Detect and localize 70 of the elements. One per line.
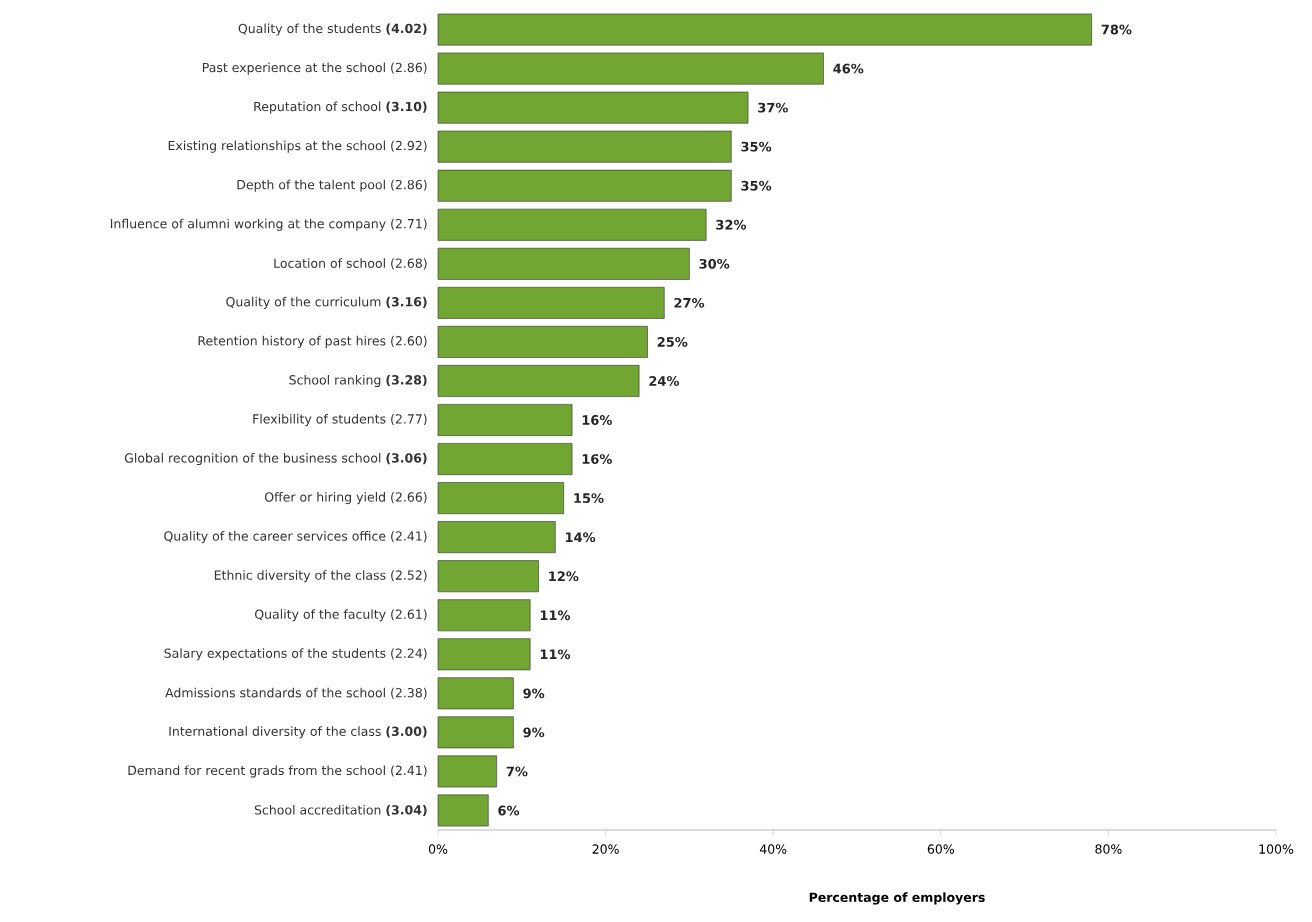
x-tick-label: 40%	[759, 844, 787, 854]
y-tick-label: Quality of the career services office (2.41)	[164, 531, 427, 544]
bar	[437, 326, 648, 358]
data-label: 78%	[1101, 24, 1132, 35]
y-tick-label: Influence of alumni working at the company (2.71)	[110, 218, 427, 231]
data-label: 35%	[741, 180, 772, 191]
bar	[437, 716, 514, 749]
data-label: 7%	[506, 766, 528, 777]
bar	[437, 208, 707, 241]
y-tick-label: Salary expectations of the students (2.24)	[164, 648, 427, 661]
data-label: 27%	[674, 297, 705, 308]
data-label: 25%	[657, 337, 688, 347]
y-tick-label: Quality of the students (4.02)	[238, 23, 427, 36]
y-tick-label: Offer or hiring yield (2.66)	[264, 492, 427, 505]
data-label: 46%	[833, 63, 864, 74]
bar	[437, 521, 556, 554]
x-tick-label: 20%	[592, 844, 619, 854]
data-label: 32%	[716, 219, 747, 230]
data-label: 35%	[741, 141, 772, 152]
data-label: 9%	[523, 727, 545, 738]
data-label: 24%	[649, 376, 680, 386]
y-tick-label: Flexibility of students (2.77)	[253, 413, 427, 427]
y-tick-label: Past experience at the school (2.86)	[202, 62, 427, 75]
bar	[437, 130, 732, 163]
y-tick-label: Depth of the talent pool (2.86)	[237, 179, 427, 192]
bar	[437, 755, 497, 788]
bar	[437, 365, 640, 397]
bar	[437, 286, 665, 319]
data-label: 9%	[523, 688, 545, 699]
y-tick-label: International diversity of the class (3.00)	[169, 726, 427, 739]
x-tick-label: 100%	[1259, 844, 1294, 854]
bar	[437, 560, 539, 593]
y-tick-label: Admissions standards of the school (2.38)	[165, 687, 427, 699]
data-label: 30%	[699, 258, 730, 269]
bar	[437, 794, 489, 827]
data-label: 16%	[582, 454, 612, 464]
y-tick-label: Reputation of school (3.10)	[254, 101, 427, 114]
x-axis-title: Percentage of employers	[809, 892, 985, 905]
y-tick-label: School ranking (3.28)	[289, 374, 427, 388]
y-tick-label: Ethnic diversity of the class (2.52)	[214, 570, 427, 583]
bar	[437, 247, 690, 280]
data-label: 11%	[540, 649, 571, 660]
y-tick-label: School accreditation (3.04)	[254, 804, 427, 817]
x-tick-label: 0%	[428, 844, 448, 854]
y-tick-label: Quality of the curriculum (3.16)	[226, 296, 427, 309]
data-label: 6%	[498, 805, 520, 816]
data-label: 37%	[758, 102, 788, 113]
bar	[437, 677, 514, 710]
bar	[437, 52, 824, 85]
bar	[437, 638, 531, 671]
x-tick-label: 60%	[927, 844, 954, 854]
bar	[437, 13, 1092, 46]
bar	[437, 599, 531, 632]
bar	[437, 482, 564, 515]
data-label: 11%	[540, 610, 571, 621]
data-label: 12%	[549, 571, 579, 582]
bar	[437, 443, 573, 475]
data-label: 16%	[582, 415, 612, 425]
y-tick-label: Global recognition of the business school (3.06)	[124, 453, 427, 466]
bar	[437, 91, 749, 124]
x-tick-label: 80%	[1095, 844, 1122, 854]
y-tick-label: Demand for recent grads from the school (2.41)	[128, 765, 427, 778]
y-tick-label: Location of school (2.68)	[274, 258, 427, 270]
data-label: 14%	[566, 532, 596, 543]
bar	[437, 169, 732, 202]
y-tick-label: Retention history of past hires (2.60)	[198, 335, 427, 348]
bar	[437, 404, 573, 436]
y-tick-label: Quality of the faculty (2.61)	[255, 609, 427, 622]
data-label: 15%	[574, 493, 604, 504]
y-tick-label: Existing relationships at the school (2.92)	[168, 140, 427, 153]
